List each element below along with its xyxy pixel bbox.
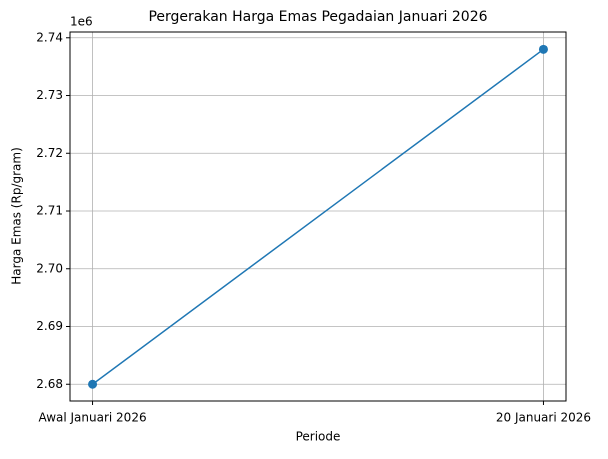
y-tick-label: 2.70 <box>36 261 63 275</box>
x-axis-label: Periode <box>296 430 341 444</box>
y-tick-label: 2.69 <box>36 319 63 333</box>
point <box>538 44 548 54</box>
y-axis-label: Harga Emas (Rp/gram) <box>10 147 24 285</box>
y-tick-label: 2.68 <box>36 377 63 391</box>
y-tick-label: 2.71 <box>36 204 63 218</box>
y-tick-label: 2.74 <box>36 30 63 44</box>
point <box>88 379 98 389</box>
y-tick-label: 2.73 <box>36 88 63 102</box>
y-offset-label: 1e6 <box>70 15 93 29</box>
x-tick-label: 20 Januari 2026 <box>496 411 591 425</box>
plot-frame <box>69 31 567 402</box>
chart-title: Pergerakan Harga Emas Pegadaian Januari … <box>148 9 487 25</box>
line <box>92 48 544 385</box>
x-tick-label: Awal Januari 2026 <box>38 411 146 425</box>
y-tick-label: 2.72 <box>36 146 63 160</box>
